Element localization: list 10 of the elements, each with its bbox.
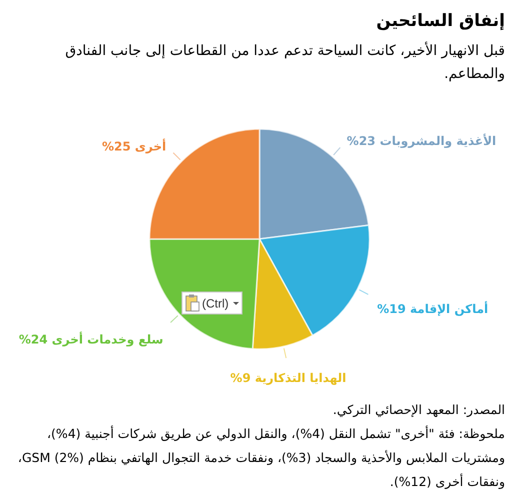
slice-label: أخرى 25% <box>102 138 166 154</box>
text: ملحوظة: فئة "أخرى" تشمل النقل (4%)، والنقل الدولي عن طريق شركات أجنبية (4%)، ومشتريات الملابس والأحذية والسجاد (3%)، ونفقات خدمة التجوال الهاتفي بنظام GSM (2%)، ونفقات أخرى (12%). <box>16 424 505 491</box>
slice-label: سلع وخدمات أخرى 24% <box>18 331 164 346</box>
slice-label: الأغذية والمشروبات 23% <box>346 132 496 148</box>
slice-label: الهدايا التذكارية 9% <box>230 370 346 385</box>
chart-subtitle: قبل الانهيار الأخير، كانت السياحة تدعم عددا من القطاعات إلى جانب الفنادق والمطاعم. <box>64 40 505 84</box>
slice-label: أماكن الإقامة 19% <box>377 300 488 316</box>
chart-title: إنفاق السائحين <box>375 10 505 33</box>
text: المصدر: المعهد الإحصائي التركي. <box>332 401 505 419</box>
paste-options-button: (Ctrl) <box>182 292 242 314</box>
